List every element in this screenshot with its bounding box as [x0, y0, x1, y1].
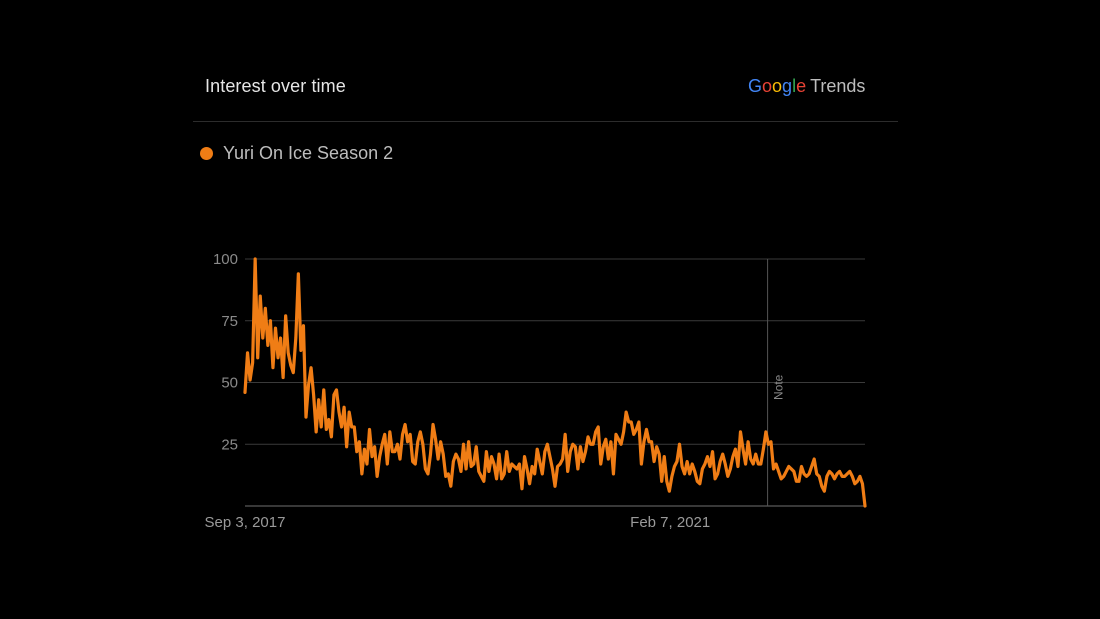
chart-note-annotation: Note: [767, 259, 786, 506]
x-tick-label: Feb 7, 2021: [630, 514, 710, 531]
brand-letter: e: [796, 76, 807, 96]
x-tick-label: Sep 3, 2017: [205, 514, 286, 531]
brand-trends-text: Trends: [810, 76, 866, 96]
chart-legend[interactable]: Yuri On Ice Season 2: [200, 143, 393, 164]
legend-series-dot: [200, 147, 213, 160]
chart-series-layer: [243, 257, 867, 508]
brand-letter: G: [748, 76, 763, 96]
series-line-0[interactable]: [243, 257, 867, 508]
brand-letter: o: [772, 76, 783, 96]
note-label[interactable]: Note: [772, 374, 786, 400]
chart-axis-labels: 25 50 75 100 Sep 3, 2017 Feb 7, 2021: [205, 251, 711, 531]
brand-letter: g: [782, 76, 793, 96]
y-tick-label: 100: [213, 251, 238, 268]
header-divider: [193, 121, 898, 122]
y-tick-label: 25: [221, 436, 238, 453]
y-tick-label: 75: [221, 313, 238, 330]
y-tick-label: 50: [221, 375, 238, 392]
legend-series-label: Yuri On Ice Season 2: [223, 143, 394, 163]
brand-letter: o: [762, 76, 773, 96]
google-trends-logo: Google Trends: [748, 76, 865, 97]
brand-letter: l: [792, 76, 797, 96]
card-title: Interest over time: [205, 76, 346, 96]
